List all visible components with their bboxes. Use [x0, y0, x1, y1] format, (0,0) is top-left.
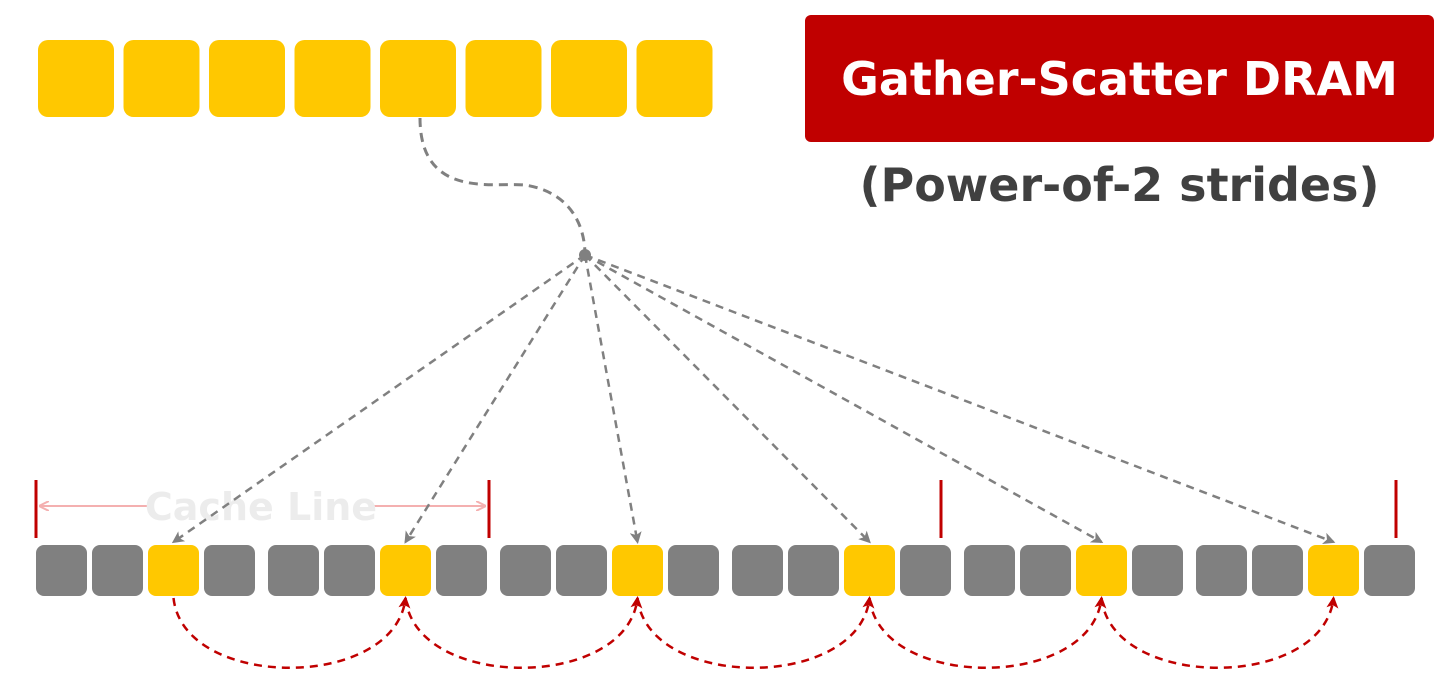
memory-cell [36, 545, 87, 596]
memory-cell [1252, 545, 1303, 596]
gather-arrow [584, 253, 1104, 544]
source-row [38, 40, 713, 117]
memory-cell [324, 545, 375, 596]
source-cell [465, 40, 542, 117]
source-cell [380, 40, 456, 117]
memory-cell [732, 545, 783, 596]
source-cell [636, 40, 713, 117]
gather-arrows [171, 117, 1336, 545]
memory-cell-gathered [1076, 545, 1127, 596]
memory-cell-gathered [844, 545, 895, 596]
memory-cell [436, 545, 487, 596]
memory-cell [900, 545, 951, 596]
memory-cell [1020, 545, 1071, 596]
diagram-title: Gather-Scatter DRAM [841, 51, 1398, 106]
source-cell [38, 40, 114, 117]
scatter-arrow [404, 596, 643, 669]
memory-cell [964, 545, 1015, 596]
memory-cell [788, 545, 839, 596]
scatter-arrows [172, 596, 1339, 669]
source-cell [294, 40, 371, 117]
memory-cell-gathered [612, 545, 663, 596]
scatter-arrow [636, 596, 875, 669]
memory-cell [1364, 545, 1415, 596]
source-cell [123, 40, 200, 117]
memory-cell-gathered [1308, 545, 1359, 596]
source-cell [209, 40, 285, 117]
memory-cell [1196, 545, 1247, 596]
memory-cell [92, 545, 143, 596]
source-cell [551, 40, 627, 117]
memory-cell [500, 545, 551, 596]
scatter-arrow [868, 596, 1107, 669]
title-box: Gather-Scatter DRAM [805, 15, 1434, 142]
memory-cell-gathered [380, 545, 431, 596]
gather-arrow [584, 253, 1336, 545]
cache-line-label: Cache Line [145, 485, 377, 529]
gather-source-curve [418, 117, 587, 256]
gather-arrow [584, 254, 871, 544]
memory-cell [668, 545, 719, 596]
scatter-arrow [172, 596, 411, 669]
memory-cell [268, 545, 319, 596]
memory-cell [556, 545, 607, 596]
memory-cell [204, 545, 255, 596]
memory-row [36, 545, 1415, 596]
gather-arrow [583, 254, 642, 544]
gather-arrow [171, 253, 586, 544]
diagram-subtitle: (Power-of-2 strides) [859, 158, 1380, 212]
scatter-arrow [1100, 596, 1339, 669]
memory-cell-gathered [148, 545, 199, 596]
memory-cell [1132, 545, 1183, 596]
gather-arrow [404, 254, 587, 544]
